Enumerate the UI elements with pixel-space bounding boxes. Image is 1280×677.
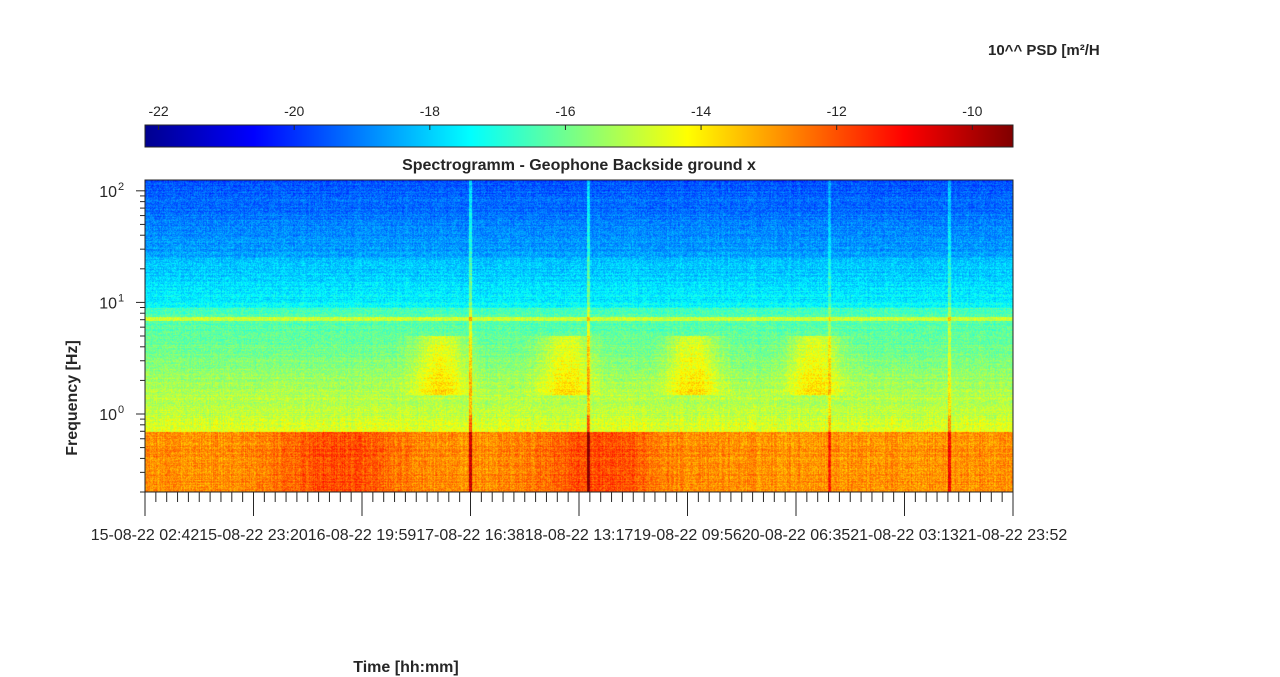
y-tick-exponent: 0 (118, 404, 124, 416)
x-tick-label: 19-08-22 09:56 (633, 527, 742, 544)
spectrogram-plot-area (144, 179, 1014, 493)
colorbar-tick-label: -14 (691, 103, 711, 119)
y-tick-label: 10 (99, 407, 117, 424)
x-tick-label: 21-08-22 23:52 (959, 527, 1068, 544)
colorbar-tick-label: -18 (420, 103, 440, 119)
colorbar-tick-label: -12 (827, 103, 847, 119)
colorbar-tick-label: -20 (284, 103, 304, 119)
x-tick-label: 15-08-22 23:20 (199, 527, 308, 544)
x-tick-label: 17-08-22 16:38 (416, 527, 525, 544)
x-axis: 15-08-22 02:42 15-08-22 23:20 16-08-22 19:… (91, 492, 1068, 544)
colorbar-gradient (144, 124, 1014, 148)
colorbar-tick-label: -10 (962, 103, 982, 119)
colorbar-label: 10^^ PSD [m²/H (988, 42, 1100, 59)
x-tick-label: 15-08-22 02:42 (91, 527, 200, 544)
x-tick-label: 16-08-22 19:59 (308, 527, 417, 544)
x-tick-label: 20-08-22 06:35 (742, 527, 851, 544)
colorbar-tick-label: -22 (148, 103, 168, 119)
y-axis-label: Frequency [Hz] (64, 340, 81, 456)
x-tick-label: 18-08-22 13:17 (525, 527, 634, 544)
y-tick-label: 10 (99, 295, 117, 312)
spectrogram-canvas-holder (145, 180, 1013, 492)
y-tick-label: 10 (99, 184, 117, 201)
spectrogram-heatmap (145, 180, 1013, 492)
colorbar-ticks: -22 -20 -18 -16 -14 -12 -10 (148, 103, 983, 130)
x-axis-label: Time [hh:mm] (353, 659, 458, 676)
y-tick-exponent: 2 (118, 181, 124, 193)
y-tick-exponent: 1 (118, 292, 124, 304)
colorbar-tick-label: -16 (555, 103, 575, 119)
x-tick-label: 21-08-22 03:13 (850, 527, 959, 544)
colorbar: -22 -20 -18 -16 -14 -12 -10 (144, 103, 1014, 148)
chart-title: Spectrogramm - Geophone Backside ground … (402, 157, 756, 174)
